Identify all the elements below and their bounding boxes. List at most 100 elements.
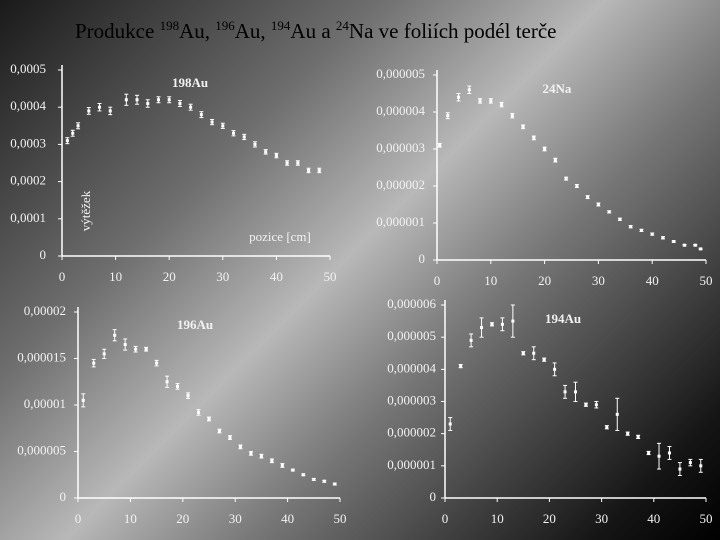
- x-tick-label: 40: [647, 511, 660, 526]
- point: [693, 243, 697, 247]
- point: [92, 361, 96, 365]
- y-tick-label: 0,000015: [17, 349, 66, 364]
- point: [564, 177, 568, 181]
- point: [232, 131, 236, 135]
- point: [264, 150, 268, 154]
- point: [135, 98, 139, 102]
- point: [113, 333, 117, 337]
- y-tick-label: 0,000002: [387, 425, 436, 440]
- x-tick-label: 40: [646, 273, 659, 288]
- point: [156, 98, 160, 102]
- y-tick-label: 0,0005: [10, 61, 46, 76]
- y-tick-label: 0,0002: [10, 173, 46, 188]
- title-part: 24: [335, 18, 349, 33]
- point: [189, 105, 193, 109]
- title-part: 198: [159, 18, 180, 33]
- point: [221, 124, 225, 128]
- x-tick-label: 0: [75, 511, 82, 526]
- point: [500, 322, 504, 326]
- x-tick-label: 30: [592, 273, 605, 288]
- point: [307, 168, 311, 172]
- point: [448, 422, 452, 426]
- point: [285, 161, 289, 165]
- point: [510, 114, 514, 118]
- point: [594, 403, 598, 407]
- x-tick-label: 0: [442, 511, 449, 526]
- point: [532, 351, 536, 355]
- point: [197, 410, 201, 414]
- point: [688, 461, 692, 465]
- point: [317, 168, 321, 172]
- x-tick-label: 30: [216, 269, 229, 284]
- x-tick-label: 10: [491, 511, 504, 526]
- x-axis-label: pozice [cm]: [249, 229, 311, 244]
- point: [615, 412, 619, 416]
- x-tick-label: 10: [124, 511, 137, 526]
- x-tick-label: 50: [700, 511, 713, 526]
- point: [167, 98, 171, 102]
- y-tick-label: 0,000005: [17, 442, 66, 457]
- title-part: Au,: [179, 19, 216, 43]
- point: [238, 445, 242, 449]
- x-tick-label: 10: [484, 273, 497, 288]
- point: [312, 477, 316, 481]
- x-tick-label: 30: [595, 511, 608, 526]
- x-tick-label: 20: [538, 273, 551, 288]
- point: [521, 351, 525, 355]
- y-tick-label: 0: [40, 247, 47, 262]
- point: [242, 135, 246, 139]
- point: [575, 184, 579, 188]
- point: [87, 109, 91, 113]
- point: [146, 101, 150, 105]
- point: [134, 347, 138, 351]
- x-tick-label: 40: [270, 269, 283, 284]
- point: [467, 88, 471, 92]
- point: [543, 147, 547, 151]
- point: [65, 139, 69, 143]
- point: [124, 98, 128, 102]
- point: [459, 364, 463, 368]
- y-tick-label: 0,000005: [376, 66, 425, 81]
- point: [682, 243, 686, 247]
- y-axis-label: výtěžek: [78, 190, 93, 231]
- point: [553, 158, 557, 162]
- x-tick-label: 0: [59, 269, 66, 284]
- point: [532, 136, 536, 140]
- point: [500, 103, 504, 107]
- y-tick-label: 0,000004: [376, 103, 425, 118]
- point: [511, 319, 515, 323]
- point: [626, 432, 630, 436]
- point: [553, 367, 557, 371]
- point: [469, 338, 473, 342]
- title-part: Au a: [290, 19, 336, 43]
- point: [123, 343, 127, 347]
- x-tick-label: 10: [109, 269, 122, 284]
- x-tick-label: 40: [281, 511, 294, 526]
- point: [699, 464, 703, 468]
- point: [108, 109, 112, 113]
- point: [217, 429, 221, 433]
- point: [478, 99, 482, 103]
- point: [605, 425, 609, 429]
- point: [667, 451, 671, 455]
- point: [199, 113, 203, 117]
- point: [650, 232, 654, 236]
- point: [446, 114, 450, 118]
- point: [280, 463, 284, 467]
- y-tick-label: 0: [419, 251, 426, 266]
- point: [521, 125, 525, 129]
- point: [661, 236, 665, 240]
- point: [574, 390, 577, 394]
- point: [186, 394, 190, 398]
- point: [253, 142, 257, 146]
- point: [490, 322, 494, 326]
- point: [98, 105, 102, 109]
- point: [76, 124, 80, 128]
- title-part: Produkce: [75, 19, 160, 43]
- y-tick-label: 0,000001: [387, 457, 436, 472]
- y-tick-label: 0,000006: [387, 296, 436, 311]
- point: [678, 467, 682, 471]
- point: [249, 451, 253, 455]
